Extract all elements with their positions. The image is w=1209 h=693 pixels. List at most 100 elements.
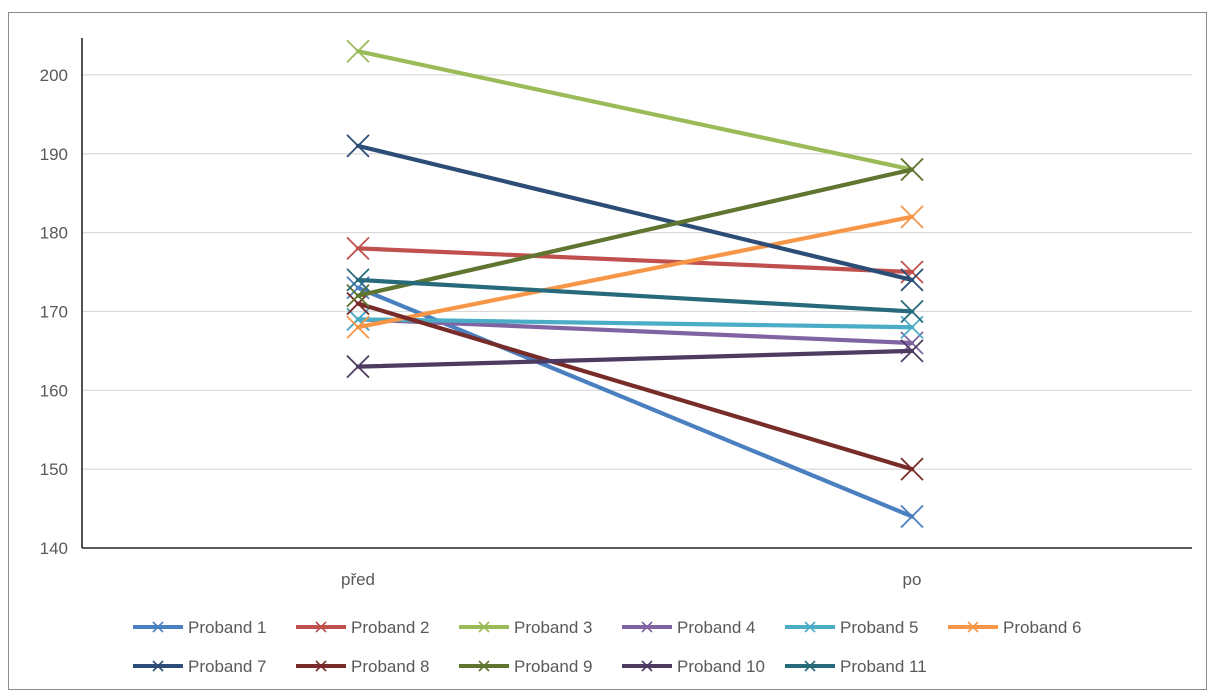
- data-point-marker: [346, 268, 370, 292]
- legend-item: Proband 11: [785, 657, 927, 676]
- series-line: [355, 167, 915, 298]
- chart-frame: [8, 12, 1207, 690]
- series-line: [355, 317, 915, 346]
- data-point-marker-stroke-b: [900, 157, 924, 182]
- legend-label: Proband 2: [351, 618, 429, 637]
- legend-item: Proband 9: [459, 657, 592, 676]
- legend-marker-stroke-b: [804, 621, 816, 633]
- series-7: [346, 134, 924, 292]
- legend-item: Proband 8: [296, 657, 429, 676]
- series-1: [346, 276, 924, 529]
- legend-label: Proband 1: [188, 618, 266, 637]
- data-point-marker: [346, 236, 370, 261]
- legend-item: Proband 7: [133, 657, 266, 676]
- data-point-marker: [900, 157, 924, 182]
- data-point-marker: [900, 457, 924, 481]
- legend-marker: [967, 621, 979, 633]
- data-point-marker: [346, 39, 370, 63]
- data-point-marker-stroke-b: [346, 355, 370, 379]
- x-tick-label: před: [341, 570, 375, 589]
- legend: Proband 1 Proband 2 Proband 3 Proband 4 Prob…: [133, 618, 1081, 676]
- data-point-marker: [346, 291, 370, 316]
- legend-marker: [315, 621, 327, 633]
- series-line: [355, 348, 915, 369]
- series-line: [355, 285, 915, 519]
- series-10: [346, 339, 924, 379]
- legend-marker-stroke-b: [804, 660, 816, 672]
- series-line: [355, 214, 915, 330]
- series-line: [355, 301, 915, 472]
- data-point-marker: [346, 315, 370, 339]
- series-3: [346, 39, 924, 182]
- data-point-marker: [346, 134, 370, 158]
- data-point-marker: [900, 339, 924, 363]
- legend-marker-stroke-b: [478, 660, 490, 672]
- legend-marker: [315, 660, 327, 672]
- legend-marker-stroke-b: [152, 621, 164, 633]
- series-line: [355, 277, 915, 314]
- legend-marker: [804, 621, 816, 633]
- legend-label: Proband 6: [1003, 618, 1081, 637]
- data-point-marker-stroke-b: [900, 504, 924, 529]
- series-6: [346, 205, 924, 339]
- data-point-marker-stroke-b: [900, 205, 924, 229]
- legend-marker: [478, 621, 490, 633]
- axes: 140 150 160 170 180 190 200 před po: [40, 38, 1192, 589]
- y-tick-label: 150: [40, 460, 68, 479]
- legend-label: Proband 9: [514, 657, 592, 676]
- legend-label: Proband 5: [840, 618, 918, 637]
- y-tick-label: 190: [40, 145, 68, 164]
- y-tick-label: 200: [40, 66, 68, 85]
- data-point-marker: [346, 355, 370, 379]
- series-line: [355, 317, 915, 330]
- y-tick-label: 140: [40, 539, 68, 558]
- legend-marker-stroke-b: [641, 660, 653, 672]
- legend-marker: [152, 660, 164, 672]
- data-point-marker-stroke-b: [346, 291, 370, 316]
- series-11: [346, 268, 924, 324]
- y-tick-label: 180: [40, 224, 68, 243]
- legend-label: Proband 7: [188, 657, 266, 676]
- legend-marker: [641, 621, 653, 633]
- data-point-marker-stroke-b: [900, 299, 924, 324]
- data-point-marker: [900, 268, 924, 292]
- y-tick-label: 160: [40, 381, 68, 400]
- data-point-marker-stroke-b: [346, 236, 370, 261]
- legend-marker-stroke-b: [967, 621, 979, 633]
- legend-item: Proband 6: [948, 618, 1081, 637]
- legend-marker: [641, 660, 653, 672]
- legend-label: Proband 8: [351, 657, 429, 676]
- data-point-marker-stroke-b: [346, 39, 370, 63]
- series-line: [355, 49, 915, 172]
- series-4: [346, 307, 924, 355]
- data-point-marker-stroke-b: [346, 268, 370, 292]
- data-point-marker: [900, 299, 924, 324]
- legend-label: Proband 4: [677, 618, 755, 637]
- legend-item: Proband 5: [785, 618, 918, 637]
- series-8: [346, 291, 924, 481]
- y-tick-label: 170: [40, 302, 68, 321]
- legend-marker-stroke-b: [315, 660, 327, 672]
- legend-item: Proband 4: [622, 618, 755, 637]
- legend-item: Proband 10: [622, 657, 765, 676]
- legend-marker-stroke-b: [152, 660, 164, 672]
- series-line: [355, 143, 915, 283]
- legend-label: Proband 11: [840, 657, 927, 676]
- legend-item: Proband 2: [296, 618, 429, 637]
- legend-item: Proband 3: [459, 618, 592, 637]
- legend-label: Proband 3: [514, 618, 592, 637]
- series-lines: [346, 39, 924, 529]
- data-point-marker-stroke-b: [346, 134, 370, 158]
- data-point-marker-stroke-b: [900, 268, 924, 292]
- gridlines: [82, 74, 1192, 470]
- legend-marker: [152, 621, 164, 633]
- legend-item: Proband 1: [133, 618, 266, 637]
- data-point-marker: [900, 504, 924, 529]
- data-point-marker-stroke-b: [900, 457, 924, 481]
- legend-marker: [478, 660, 490, 672]
- legend-marker: [804, 660, 816, 672]
- data-point-marker: [900, 205, 924, 229]
- legend-marker-stroke-b: [315, 621, 327, 633]
- x-tick-label: po: [903, 570, 922, 589]
